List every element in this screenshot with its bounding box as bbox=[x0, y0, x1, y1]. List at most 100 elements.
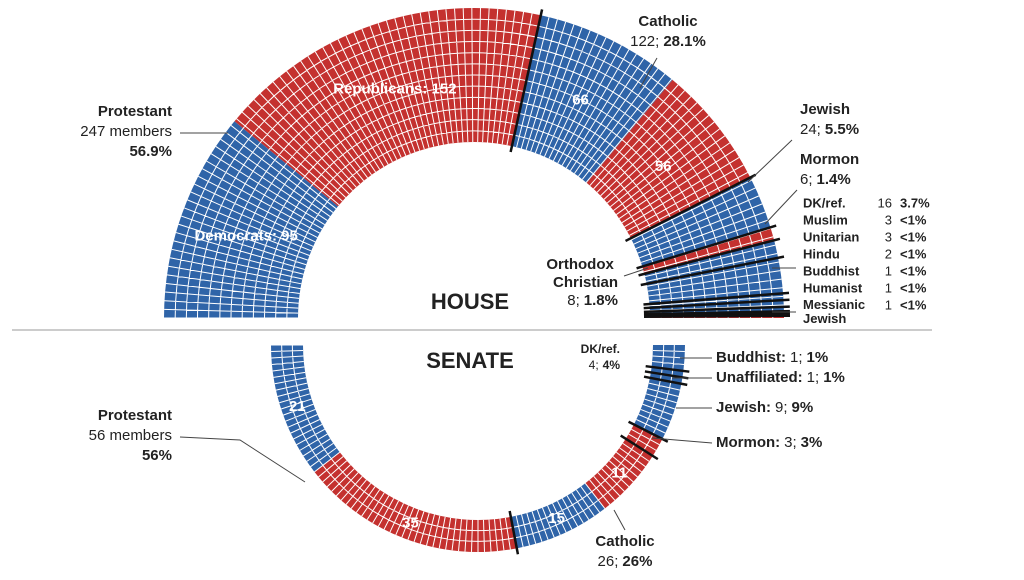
group-count: 1 bbox=[885, 297, 892, 312]
seat-grid bbox=[271, 344, 685, 552]
annotation-part: Protestant bbox=[98, 407, 172, 424]
annotation-part: Buddhist: bbox=[716, 349, 786, 366]
name-line: Messianic bbox=[803, 297, 869, 312]
group-share: <1% bbox=[900, 263, 927, 278]
annotation-part: 24; bbox=[800, 121, 821, 138]
seat-block bbox=[271, 345, 340, 472]
group-count: 1 bbox=[885, 263, 892, 278]
annotation-part: 4; bbox=[589, 358, 599, 372]
leader-line bbox=[639, 57, 658, 89]
group-divider bbox=[644, 370, 689, 380]
annotation: 247 members bbox=[80, 123, 172, 140]
group-divider bbox=[624, 173, 757, 243]
annotation-part: 1% bbox=[807, 349, 829, 366]
annotation-part: 1; bbox=[790, 349, 803, 366]
annotation-part: Mormon bbox=[800, 151, 859, 168]
annotation: Mormon bbox=[800, 151, 859, 168]
group-share: <1% bbox=[900, 246, 927, 261]
seat-block bbox=[649, 372, 683, 384]
name-line: Jewish bbox=[803, 311, 846, 326]
group-count: 16 bbox=[878, 195, 892, 210]
annotation-part: 56% bbox=[142, 447, 172, 464]
annotation-part: 56 members bbox=[89, 427, 172, 444]
group-divider bbox=[643, 314, 791, 319]
seat-label: 35 bbox=[402, 515, 419, 532]
annotation-part: 1% bbox=[823, 369, 845, 386]
group-divider bbox=[638, 237, 781, 277]
annotation-part: 122; bbox=[630, 33, 659, 50]
annotation: Catholic bbox=[638, 13, 697, 30]
senate-title: SENATE bbox=[426, 348, 514, 373]
group-divider bbox=[636, 224, 777, 270]
seat-label: 56 bbox=[655, 158, 672, 175]
annotation: 6; 1.4% bbox=[800, 171, 851, 188]
annotation: 122; 28.1% bbox=[630, 33, 706, 50]
group-divider bbox=[643, 312, 790, 317]
leader-line bbox=[623, 267, 649, 277]
annotation: 4; 4% bbox=[589, 358, 621, 372]
group-name: Unitarian bbox=[803, 229, 859, 244]
annotation: 8; 1.8% bbox=[567, 292, 618, 309]
annotation: 56% bbox=[142, 447, 172, 464]
group-divider bbox=[643, 375, 688, 387]
seat-label: 21 bbox=[289, 398, 306, 415]
group-share: <1% bbox=[900, 212, 927, 227]
annotation: Catholic bbox=[595, 533, 654, 550]
annotation-part: 1.8% bbox=[584, 292, 618, 309]
group-share: <1% bbox=[900, 297, 927, 312]
group-name: DK/ref. bbox=[803, 195, 846, 210]
seat-label: 11 bbox=[611, 465, 627, 482]
seat-block bbox=[642, 227, 775, 274]
seat-block bbox=[625, 424, 663, 456]
annotation: 56.9% bbox=[129, 143, 172, 160]
leader-line bbox=[747, 139, 793, 183]
annotation-part: 28.1% bbox=[663, 33, 706, 50]
leader-line bbox=[179, 436, 306, 483]
seat-block bbox=[585, 438, 653, 509]
annotation-part: 4% bbox=[603, 358, 621, 372]
annotation-part: 247 members bbox=[80, 123, 172, 140]
group-divider bbox=[640, 255, 785, 287]
annotation-part: 9; bbox=[775, 399, 788, 416]
annotation-part: 1.4% bbox=[817, 171, 851, 188]
name-line: Orthodox bbox=[546, 256, 618, 273]
group-count: 1 bbox=[885, 280, 892, 295]
seat-label: 15 bbox=[548, 510, 565, 527]
group-name: Muslim bbox=[803, 212, 848, 227]
annotation-part: Jewish bbox=[800, 101, 850, 118]
group-name: Hindu bbox=[803, 246, 840, 261]
annotation-part: Protestant bbox=[98, 103, 172, 120]
seat-label: 66 bbox=[572, 92, 589, 109]
seat-grid bbox=[164, 8, 784, 319]
annotation-part: Mormon: bbox=[716, 434, 780, 451]
annotation: Protestant bbox=[98, 103, 172, 120]
annotation-part: Unaffiliated: bbox=[716, 369, 803, 386]
group-name: Messianic Jewish bbox=[803, 297, 869, 326]
seat-label: Democrats: 95 bbox=[194, 227, 297, 244]
annotation-part: Catholic bbox=[595, 533, 654, 550]
group-count: 3 bbox=[885, 212, 892, 227]
group-divider bbox=[643, 309, 790, 316]
annotation: Jewish bbox=[800, 101, 850, 118]
annotation-part: 26; bbox=[598, 553, 619, 570]
annotation-part: 3; bbox=[784, 434, 797, 451]
seat-block bbox=[630, 177, 771, 267]
seat-label: Republicans: 152 bbox=[333, 80, 456, 97]
group-name: Humanist bbox=[803, 280, 863, 295]
annotation-part: 26% bbox=[622, 553, 652, 570]
house-title: HOUSE bbox=[431, 289, 509, 314]
seat-block bbox=[164, 121, 339, 318]
seat-block bbox=[650, 366, 684, 378]
group-divider bbox=[509, 9, 544, 153]
annotation-part: Catholic bbox=[638, 13, 697, 30]
group-divider bbox=[643, 291, 790, 306]
name-line: Christian bbox=[553, 274, 618, 291]
group-divider bbox=[645, 364, 690, 373]
annotation-part: 3% bbox=[801, 434, 823, 451]
annotation: Protestant bbox=[98, 407, 172, 424]
group-share: <1% bbox=[900, 229, 927, 244]
annotation: 26; 26% bbox=[598, 553, 653, 570]
leader-line bbox=[764, 189, 798, 225]
annotation-part: 1; bbox=[807, 369, 820, 386]
